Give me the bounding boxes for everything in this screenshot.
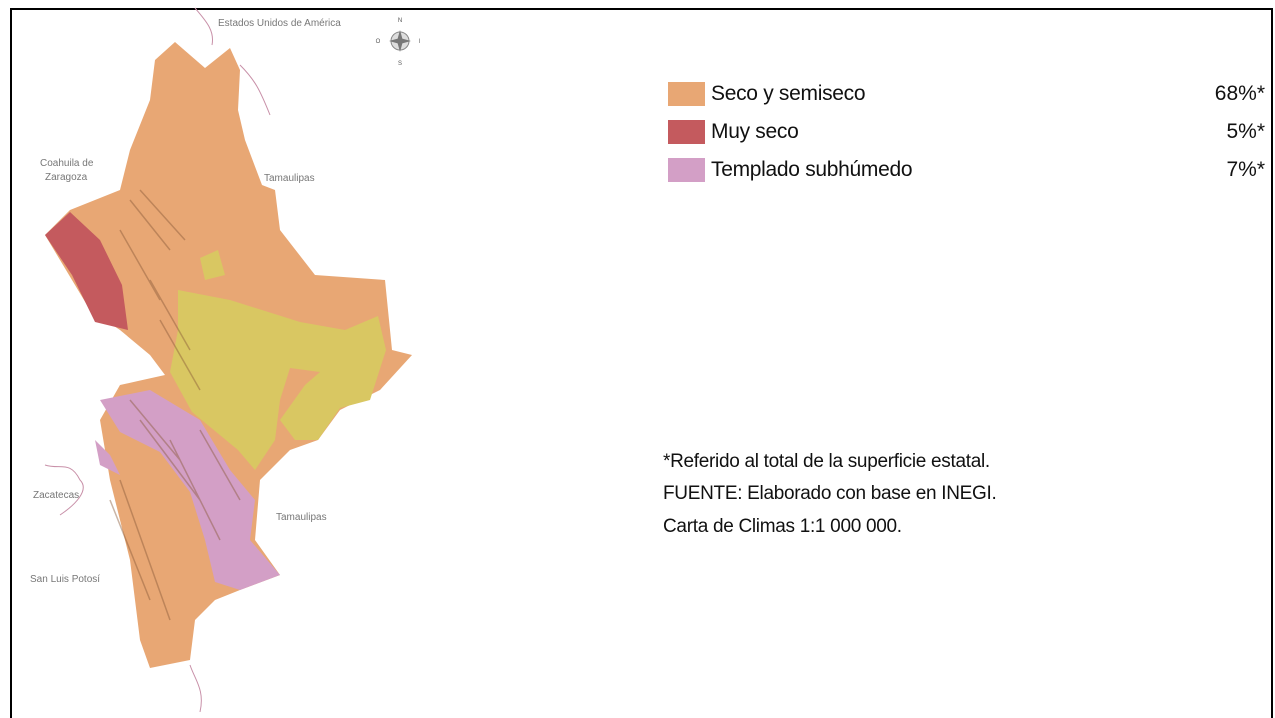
map: N S E O Estados Unidos de América Coahui…: [30, 7, 420, 712]
legend-value: 5%*: [1226, 120, 1265, 143]
legend-item: Muy seco 5%*: [668, 119, 1265, 145]
place-label: Zaragoza: [45, 172, 88, 183]
place-label: Zacatecas: [33, 490, 79, 501]
note: FUENTE: Elaborado con base en INEGI.: [663, 483, 997, 504]
place-label: Tamaulipas: [264, 173, 315, 184]
legend-label: Muy seco: [711, 120, 799, 143]
place-label: Estados Unidos de América: [218, 18, 341, 29]
compass-n: N: [398, 18, 402, 24]
compass-s: S: [398, 61, 402, 67]
region-muy-seco: [45, 212, 128, 330]
place-label: Tamaulipas: [276, 512, 327, 523]
boundary: [44, 7, 271, 712]
note: Carta de Climas 1:1 000 000.: [663, 516, 902, 537]
legend-label: Seco y semiseco: [711, 82, 866, 105]
compass-o: O: [376, 39, 381, 45]
place-label: San Luis Potosí: [30, 574, 100, 585]
frame: [10, 8, 1273, 718]
legend-swatch: [668, 82, 705, 106]
legend-swatch: [668, 158, 705, 182]
legend-item: Seco y semiseco 68%*: [668, 81, 1265, 107]
legend-item: Templado subhúmedo 7%*: [668, 157, 1265, 183]
region-templado: [95, 390, 280, 590]
region-semicalido: [170, 250, 386, 470]
note: *Referido al total de la superficie esta…: [663, 451, 990, 472]
legend-label: Templado subhúmedo: [711, 158, 913, 181]
compass-rose: [389, 30, 411, 52]
legend-swatch: [668, 120, 705, 144]
relief: [109, 189, 241, 621]
place-label: Coahuila de: [40, 158, 94, 169]
legend-value: 7%*: [1226, 158, 1265, 181]
legend-value: 68%*: [1214, 82, 1265, 105]
compass-e: E: [419, 39, 420, 45]
